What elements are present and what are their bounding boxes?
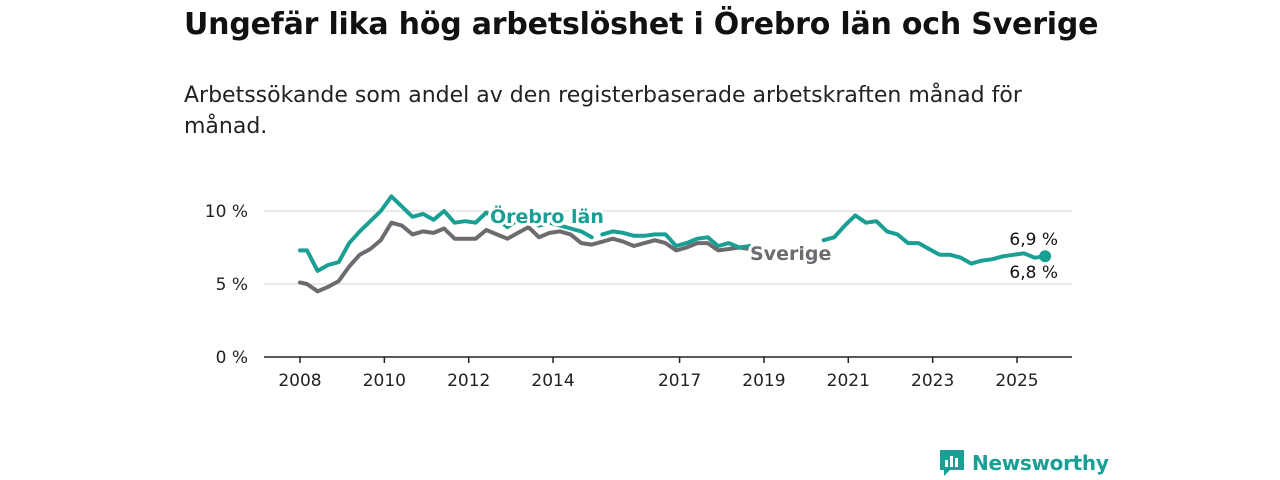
x-tick-label: 2014: [531, 371, 574, 391]
series-label-orebro-lan-halo: Örebro län: [490, 204, 604, 228]
x-tick-label: 2025: [995, 371, 1038, 391]
end-value-label-sverige: 6,8 %: [1009, 263, 1058, 283]
page-title: Ungefär lika hög arbetslöshet i Örebro l…: [184, 7, 1099, 42]
series-endpoint-orebro-lan: [1039, 250, 1052, 263]
end-value-label-orebro-lan: 6,9 %: [1009, 230, 1058, 250]
y-tick-label: 10 %: [205, 202, 248, 222]
series-line-orebro-lan: [821, 213, 1048, 266]
x-tick-label: 2017: [658, 371, 701, 391]
series-label-sverige: Sverige: [750, 243, 831, 265]
grid-layer: [264, 210, 1072, 285]
x-tick-label: 2023: [911, 371, 954, 391]
x-tick-label: 2010: [363, 371, 406, 391]
x-tick-label: 2008: [278, 371, 321, 391]
newsworthy-logo-text: Newsworthy: [972, 451, 1109, 475]
x-tick-label: 2021: [827, 371, 870, 391]
y-tick-label: 0 %: [216, 348, 248, 368]
x-tick-label: 2012: [447, 371, 490, 391]
newsworthy-logo: Newsworthy: [938, 448, 1109, 478]
series-line-sverige: [298, 220, 752, 294]
y-tick-label: 5 %: [216, 275, 248, 295]
newsworthy-logo-icon: [940, 450, 964, 476]
axis-layer: 0 % 5 % 10 % 2008 2010 2012 2014 2017 2019 2021 20…: [205, 202, 1072, 391]
series-label-sverige-halo: Sverige: [750, 243, 831, 265]
x-tick-label: 2019: [742, 371, 785, 391]
page-subtitle: Arbetssökande som andel av den registerb…: [184, 83, 1022, 139]
series-layer: [298, 194, 1052, 294]
series-label-orebro-lan: Örebro län: [490, 204, 604, 228]
series-line-orebro-lan: [298, 194, 594, 273]
series-line-orebro-lan: [600, 229, 773, 259]
